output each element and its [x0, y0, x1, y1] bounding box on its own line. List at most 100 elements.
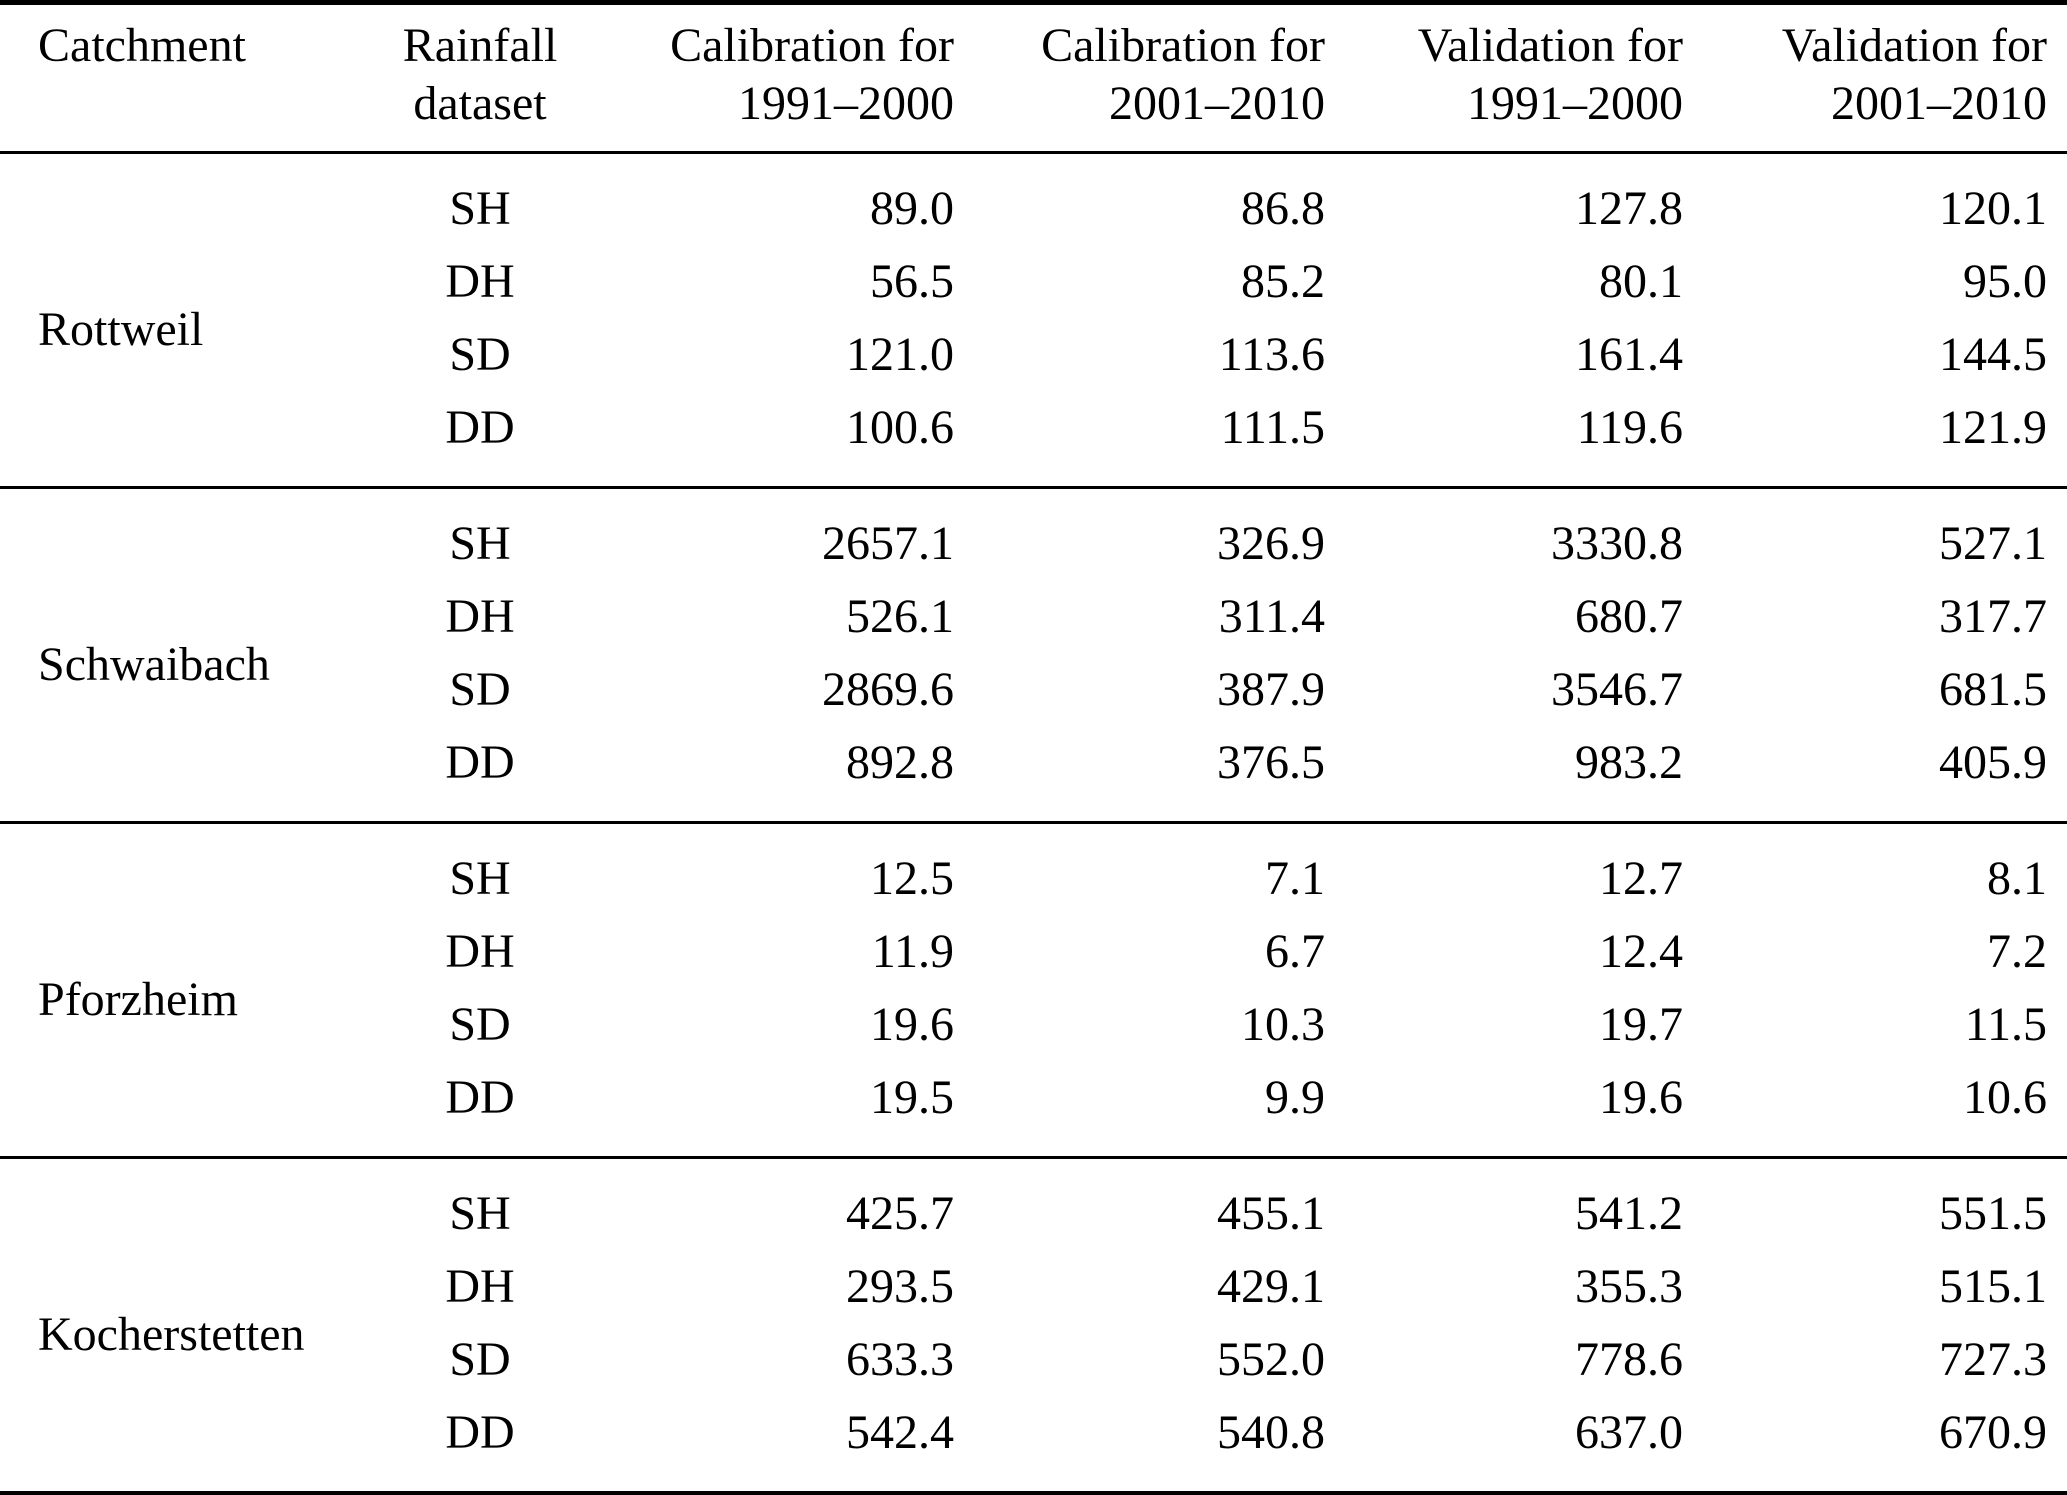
column-header-label: Validation for [1781, 19, 2047, 72]
value-cell: 11.9 [871, 925, 954, 978]
column-header-calibration-1991-2000: Calibration for 1991–2000 [580, 3, 974, 153]
value-cell: 551.5 [1939, 1187, 2047, 1240]
value-cell: 3330.8 [1551, 517, 1683, 570]
value-cell: 670.9 [1939, 1406, 2047, 1459]
value-cell: 19.7 [1599, 998, 1683, 1051]
catchment-label: Pforzheim [38, 972, 238, 1026]
dataset-label: DH [445, 590, 515, 643]
value-cell: 326.9 [1217, 517, 1325, 570]
dataset-label: SH [449, 517, 511, 570]
dataset-label: DH [445, 255, 515, 308]
value-cell: 111.5 [1220, 401, 1325, 454]
value-cell: 89.0 [870, 182, 954, 235]
table-row: DD 100.6 111.5 119.6 121.9 [0, 391, 2067, 488]
table-row: DH 11.9 6.7 12.4 7.2 [0, 915, 2067, 988]
column-header-label: Calibration for [1041, 19, 1325, 72]
value-cell: 144.5 [1939, 328, 2047, 381]
value-cell: 681.5 [1939, 663, 2047, 716]
value-cell: 8.1 [1987, 852, 2047, 905]
value-cell: 56.5 [870, 255, 954, 308]
value-cell: 540.8 [1217, 1406, 1325, 1459]
value-cell: 7.1 [1265, 852, 1325, 905]
value-cell: 3546.7 [1551, 663, 1683, 716]
value-cell: 633.3 [846, 1333, 954, 1386]
dataset-label: SD [449, 663, 511, 716]
column-header-label: 2001–2010 [1109, 77, 1325, 130]
value-cell: 429.1 [1217, 1260, 1325, 1313]
dataset-label: DD [445, 1406, 515, 1459]
catchment-label: Rottweil [38, 302, 204, 356]
dataset-label: SD [449, 998, 511, 1051]
value-cell: 727.3 [1939, 1333, 2047, 1386]
value-cell: 119.6 [1576, 401, 1683, 454]
value-cell: 455.1 [1217, 1187, 1325, 1240]
value-cell: 425.7 [846, 1187, 954, 1240]
value-cell: 983.2 [1575, 736, 1683, 789]
column-header-label: Validation for [1417, 19, 1683, 72]
value-cell: 778.6 [1575, 1333, 1683, 1386]
table-row: SD 2869.6 387.9 3546.7 681.5 [0, 653, 2067, 726]
value-cell: 355.3 [1575, 1260, 1683, 1313]
column-header-validation-1991-2000: Validation for 1991–2000 [1345, 3, 1703, 153]
value-cell: 526.1 [846, 590, 954, 643]
column-header-rainfall-dataset: Rainfall dataset [380, 3, 580, 153]
dataset-label: SH [449, 1187, 511, 1240]
value-cell: 12.5 [870, 852, 954, 905]
group-kocherstetten: Kocherstetten SH 425.7 455.1 541.2 551.5… [0, 1158, 2067, 1494]
table-row: DH 56.5 85.2 80.1 95.0 [0, 245, 2067, 318]
value-cell: 680.7 [1575, 590, 1683, 643]
table-row: DD 892.8 376.5 983.2 405.9 [0, 726, 2067, 823]
value-cell: 387.9 [1217, 663, 1325, 716]
value-cell: 311.4 [1218, 590, 1325, 643]
table-row: SD 121.0 113.6 161.4 144.5 [0, 318, 2067, 391]
value-cell: 2657.1 [822, 517, 954, 570]
table-row: SD 19.6 10.3 19.7 11.5 [0, 988, 2067, 1061]
value-cell: 293.5 [846, 1260, 954, 1313]
column-header-label: 1991–2000 [1467, 77, 1683, 130]
dataset-label: DD [445, 1071, 515, 1124]
dataset-label: DD [445, 736, 515, 789]
dataset-label: DH [445, 925, 515, 978]
value-cell: 11.5 [1964, 998, 2047, 1051]
value-cell: 405.9 [1939, 736, 2047, 789]
column-header-label: Catchment [38, 19, 246, 72]
value-cell: 19.6 [870, 998, 954, 1051]
column-header-calibration-2001-2010: Calibration for 2001–2010 [974, 3, 1345, 153]
value-cell: 19.6 [1599, 1071, 1683, 1124]
value-cell: 637.0 [1575, 1406, 1683, 1459]
group-rottweil: Rottweil SH 89.0 86.8 127.8 120.1 DH 56.… [0, 153, 2067, 488]
table-row: Kocherstetten SH 425.7 455.1 541.2 551.5 [0, 1158, 2067, 1361]
table-header: Catchment Rainfall dataset Calibration f… [0, 3, 2067, 153]
value-cell: 376.5 [1217, 736, 1325, 789]
value-cell: 2869.6 [822, 663, 954, 716]
value-cell: 121.9 [1939, 401, 2047, 454]
column-header-label: Calibration for [670, 19, 954, 72]
value-cell: 10.6 [1963, 1071, 2047, 1124]
value-cell: 121.0 [846, 328, 954, 381]
column-header-validation-2001-2010: Validation for 2001–2010 [1703, 3, 2067, 153]
value-cell: 12.7 [1599, 852, 1683, 905]
value-cell: 127.8 [1575, 182, 1683, 235]
group-schwaibach: Schwaibach SH 2657.1 326.9 3330.8 527.1 … [0, 488, 2067, 823]
value-cell: 541.2 [1575, 1187, 1683, 1240]
column-header-label: Rainfall [402, 19, 558, 72]
dataset-label: SD [449, 328, 511, 381]
value-cell: 6.7 [1265, 925, 1325, 978]
value-cell: 542.4 [846, 1406, 954, 1459]
dataset-label: DH [445, 1260, 515, 1313]
catchment-label: Schwaibach [38, 637, 270, 691]
table-row: DD 19.5 9.9 19.6 10.6 [0, 1061, 2067, 1158]
dataset-label: SH [449, 852, 511, 905]
dataset-label: DD [445, 401, 515, 454]
dataset-label: SH [449, 182, 511, 235]
value-cell: 552.0 [1217, 1333, 1325, 1386]
table-row: Schwaibach SH 2657.1 326.9 3330.8 527.1 [0, 488, 2067, 691]
value-cell: 515.1 [1939, 1260, 2047, 1313]
column-header-label: 1991–2000 [738, 77, 954, 130]
value-cell: 95.0 [1963, 255, 2047, 308]
value-cell: 80.1 [1599, 255, 1683, 308]
value-cell: 12.4 [1599, 925, 1683, 978]
value-cell: 10.3 [1241, 998, 1325, 1051]
table-row: Rottweil SH 89.0 86.8 127.8 120.1 [0, 153, 2067, 356]
value-cell: 527.1 [1939, 517, 2047, 570]
